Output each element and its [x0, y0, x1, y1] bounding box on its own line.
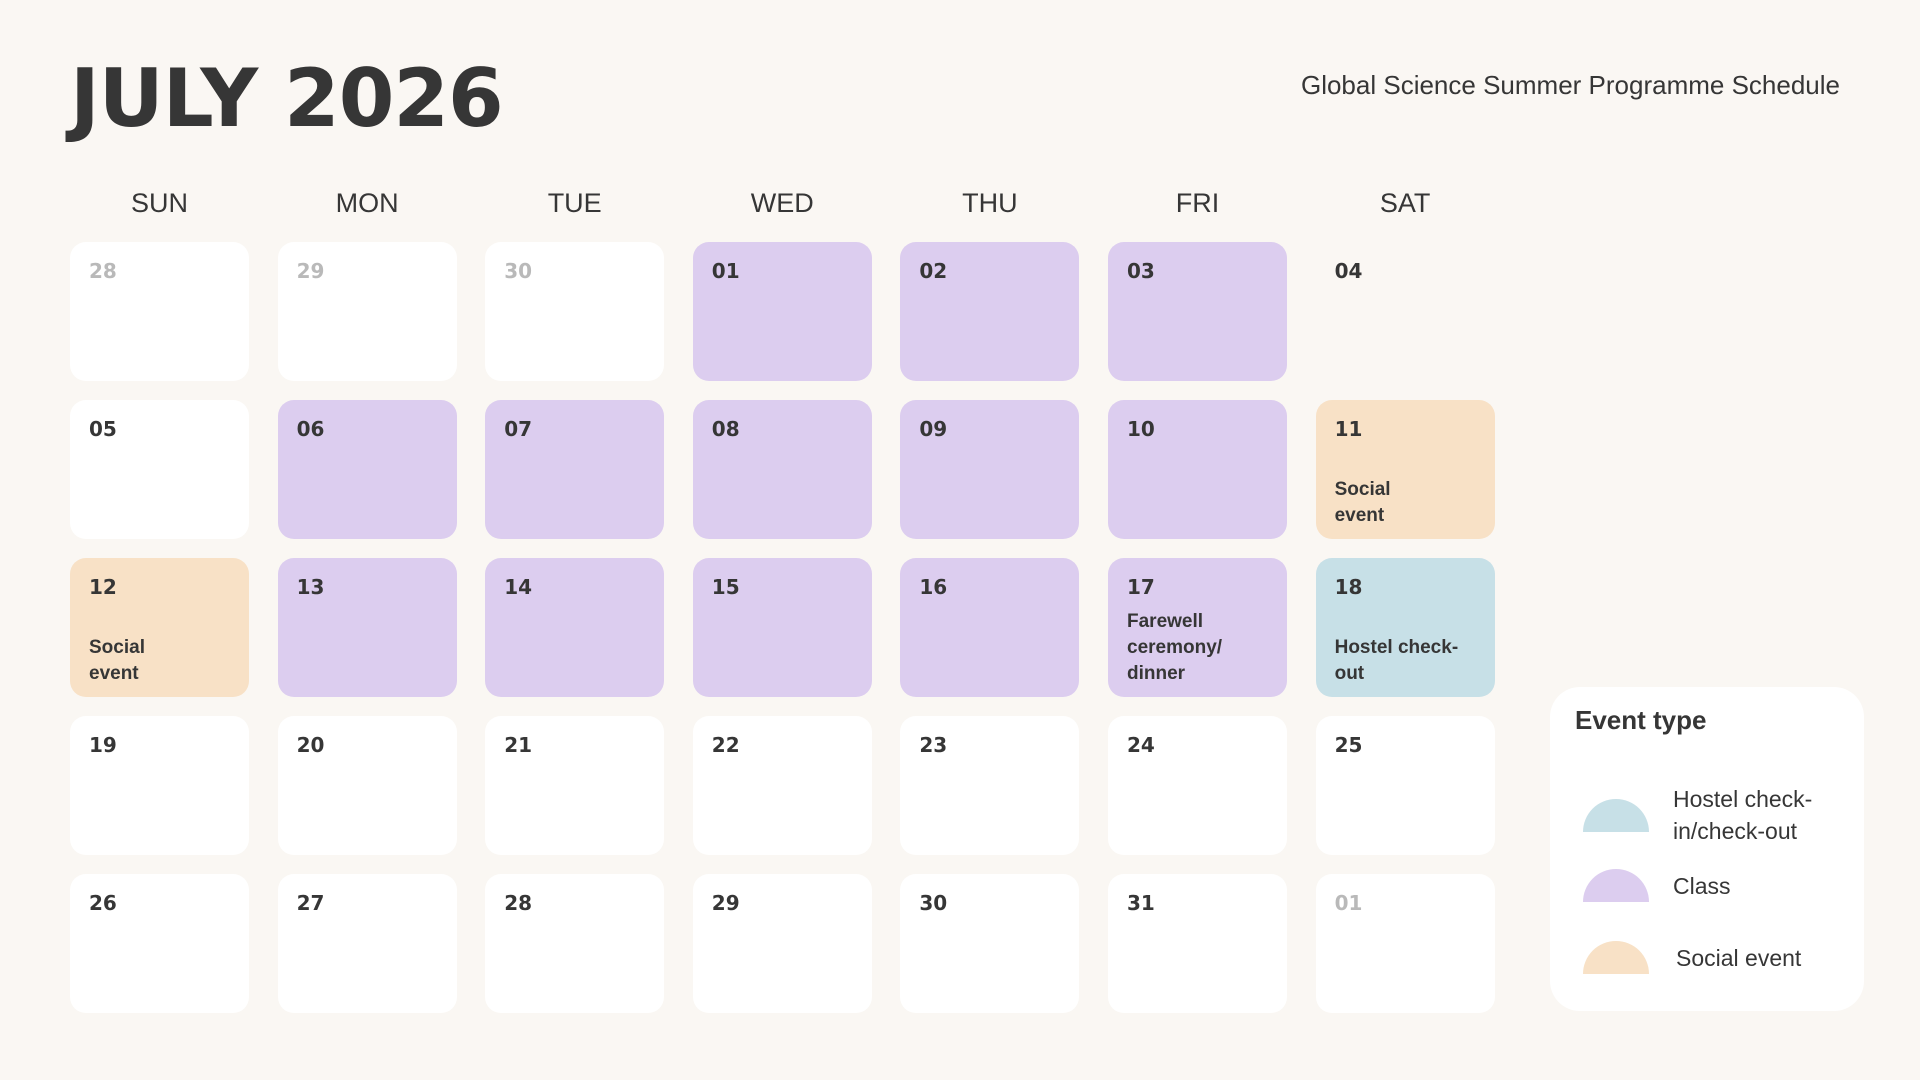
day-number: 10 [1127, 417, 1155, 441]
day-cell[interactable]: 26 [70, 874, 249, 1013]
legend-item-hostel: Hostel check-in/check-out [1583, 783, 1853, 847]
day-cell[interactable]: 14 [485, 558, 665, 697]
legend-label: Hostel check-in/check-out [1673, 786, 1813, 844]
day-cell[interactable]: 02 [900, 242, 1080, 381]
day-number: 03 [1127, 259, 1155, 283]
day-cell[interactable]: 04 [1316, 242, 1495, 381]
day-cell[interactable]: 18 Hostel check-out [1315, 558, 1495, 697]
day-number: 25 [1334, 733, 1363, 757]
day-number: 09 [919, 417, 948, 441]
day-number: 21 [504, 733, 533, 757]
day-cell[interactable]: 28 [485, 874, 665, 1013]
day-number: 16 [919, 575, 948, 599]
day-number: 18 [1334, 575, 1363, 599]
day-number: 28 [504, 891, 533, 915]
day-cell[interactable]: 13 [277, 558, 457, 697]
day-number: 22 [711, 733, 740, 757]
day-number: 12 [89, 575, 117, 599]
event-label: Social event [1334, 479, 1391, 526]
weekday-header-tue: TUE [547, 188, 602, 218]
day-number: 02 [919, 259, 948, 283]
day-number: 20 [296, 733, 325, 757]
day-cell[interactable]: 27 [277, 874, 457, 1013]
page-title: JULY 2026 [70, 52, 504, 145]
day-cell[interactable]: 16 [900, 558, 1080, 697]
class-swatch-icon [1583, 869, 1649, 902]
page-subtitle: Global Science Summer Programme Schedule [1300, 70, 1840, 100]
event-label: Social event [89, 637, 145, 684]
day-number: 17 [1127, 575, 1155, 599]
legend-panel: Event type Hostel check-in/check-out Cla… [1550, 687, 1864, 1011]
day-number: 07 [504, 417, 533, 441]
day-number: 05 [89, 417, 117, 441]
day-number: 08 [711, 417, 740, 441]
day-number: 27 [296, 891, 325, 915]
legend-label: Class [1673, 872, 1731, 899]
day-cell[interactable]: 12 Social event [70, 558, 249, 697]
day-cell[interactable]: 29 [692, 874, 872, 1013]
day-cell[interactable]: 07 [485, 400, 665, 539]
day-number: 01 [711, 259, 740, 283]
day-number: 31 [1127, 891, 1155, 915]
weekday-header-sun: SUN [130, 188, 188, 218]
day-number: 11 [1334, 417, 1363, 441]
day-number: 13 [296, 575, 325, 599]
day-cell[interactable]: 19 [70, 716, 249, 855]
day-cell[interactable]: 01 [692, 242, 872, 381]
day-number: 30 [504, 259, 533, 283]
day-number: 15 [711, 575, 740, 599]
legend-title: Event type [1575, 705, 1707, 735]
day-cell[interactable]: 25 [1315, 716, 1495, 855]
legend-item-class: Class [1583, 869, 1853, 902]
day-number: 14 [504, 575, 533, 599]
weekday-header-mon: MON [335, 188, 399, 218]
day-cell[interactable]: 15 [692, 558, 872, 697]
day-number: 30 [919, 891, 948, 915]
day-number: 24 [1127, 733, 1155, 757]
day-cell[interactable]: 10 [1108, 400, 1287, 539]
day-number: 04 [1334, 259, 1363, 283]
day-cell[interactable]: 17 Farewell ceremony/ dinner [1108, 558, 1287, 697]
weekday-header-fri: FRI [1175, 188, 1220, 218]
day-number: 29 [296, 259, 325, 283]
weekday-header-wed: WED [750, 188, 814, 218]
social-swatch-icon [1583, 941, 1649, 974]
day-cell[interactable]: 22 [692, 716, 872, 855]
day-cell[interactable]: 09 [900, 400, 1080, 539]
hostel-swatch-icon [1583, 798, 1649, 832]
day-number: 23 [919, 733, 948, 757]
event-label: Farewell ceremony/ dinner [1127, 611, 1223, 684]
day-cell[interactable]: 30 [485, 242, 665, 381]
weekday-header-thu: THU [962, 188, 1018, 218]
day-number: 19 [89, 733, 117, 757]
day-cell[interactable]: 24 [1108, 716, 1287, 855]
day-cell[interactable]: 28 [70, 242, 249, 381]
weekday-header-sat: SAT [1379, 188, 1431, 218]
day-cell[interactable]: 01 [1315, 874, 1495, 1013]
day-cell[interactable]: 08 [692, 400, 872, 539]
day-cell[interactable]: 30 [900, 874, 1080, 1013]
day-cell[interactable]: 23 [900, 716, 1080, 855]
day-number: 26 [89, 891, 117, 915]
event-label: Hostel check-out [1334, 637, 1459, 684]
day-cell[interactable]: 06 [277, 400, 457, 539]
day-number: 01 [1334, 891, 1363, 915]
legend-label: Social event [1676, 944, 1802, 971]
day-cell[interactable]: 03 [1108, 242, 1287, 381]
day-cell[interactable]: 29 [277, 242, 457, 381]
day-number: 28 [89, 259, 117, 283]
day-cell[interactable]: 11 Social event [1315, 400, 1495, 539]
day-cell[interactable]: 05 [70, 400, 249, 539]
day-cell[interactable]: 21 [485, 716, 665, 855]
day-cell[interactable]: 20 [277, 716, 457, 855]
day-number: 29 [711, 891, 740, 915]
day-cell[interactable]: 31 [1108, 874, 1287, 1013]
legend-item-social: Social event [1583, 941, 1853, 974]
day-number: 06 [296, 417, 325, 441]
